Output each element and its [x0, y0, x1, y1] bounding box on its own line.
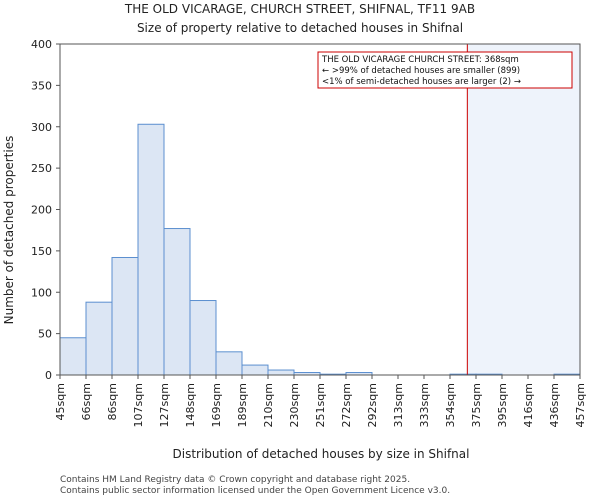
chart-title: THE OLD VICARAGE, CHURCH STREET, SHIFNAL…: [124, 2, 475, 16]
y-tick-label: 200: [31, 204, 52, 217]
footer-line-2: Contains public sector information licen…: [60, 486, 450, 496]
y-tick-label: 350: [31, 79, 52, 92]
x-tick-label: 272sqm: [340, 383, 353, 427]
bar-66sqm: [85, 301, 113, 376]
x-tick-label: 148sqm: [184, 383, 197, 427]
annotation-box: THE OLD VICARAGE CHURCH STREET: 368sqm ←…: [317, 51, 573, 89]
x-tick-label: 210sqm: [262, 383, 275, 427]
bar-169sqm: [215, 351, 243, 376]
x-tick-label: 436sqm: [548, 383, 561, 427]
annotation-border: [317, 51, 573, 89]
x-tick-label: 375sqm: [470, 383, 483, 427]
x-axis-label: Distribution of detached houses by size …: [173, 447, 470, 461]
bar-45sqm: [59, 337, 87, 376]
x-tick-label: 189sqm: [236, 383, 249, 427]
footer-line-1: Contains HM Land Registry data © Crown c…: [60, 475, 410, 485]
chart-subtitle: Size of property relative to detached ho…: [137, 21, 463, 35]
y-tick-label: 100: [31, 286, 52, 299]
x-tick-label: 66sqm: [80, 383, 93, 420]
x-tick-label: 457sqm: [574, 383, 587, 427]
y-axis-label: Number of detached properties: [2, 136, 16, 325]
annotation-line-1: THE OLD VICARAGE CHURCH STREET: 368sqm: [321, 55, 519, 65]
plot-frame: [59, 43, 581, 376]
y-tick-label: 0: [45, 369, 52, 382]
bar-189sqm: [241, 364, 269, 376]
y-tick-label: 50: [38, 328, 52, 341]
x-tick-label: 45sqm: [54, 383, 67, 420]
bar-210sqm: [267, 369, 295, 376]
y-tick-label: 300: [31, 121, 52, 134]
x-tick-label: 292sqm: [366, 383, 379, 427]
x-tick-label: 86sqm: [106, 383, 119, 420]
bar-127sqm: [163, 228, 191, 376]
y-tick-label: 150: [31, 245, 52, 258]
x-tick-label: 395sqm: [496, 383, 509, 427]
y-tick-label: 400: [31, 38, 52, 51]
bar-86sqm: [111, 256, 139, 376]
x-tick-label: 127sqm: [158, 383, 171, 427]
annotation-line-2: ← >99% of detached houses are smaller (8…: [322, 66, 520, 76]
x-tick-label: 230sqm: [288, 383, 301, 427]
x-tick-label: 354sqm: [444, 383, 457, 427]
x-tick-label: 107sqm: [132, 383, 145, 427]
x-tick-label: 251sqm: [314, 383, 327, 427]
x-tick-label: 416sqm: [522, 383, 535, 427]
bar-148sqm: [189, 300, 217, 376]
x-tick-label: 169sqm: [210, 383, 223, 427]
bar-107sqm: [137, 123, 165, 376]
x-tick-label: 313sqm: [392, 383, 405, 427]
annotation-line-3: <1% of semi-detached houses are larger (…: [322, 77, 521, 87]
x-tick-label: 333sqm: [418, 383, 431, 427]
highlight-region: [467, 44, 580, 375]
y-tick-label: 250: [31, 162, 52, 175]
